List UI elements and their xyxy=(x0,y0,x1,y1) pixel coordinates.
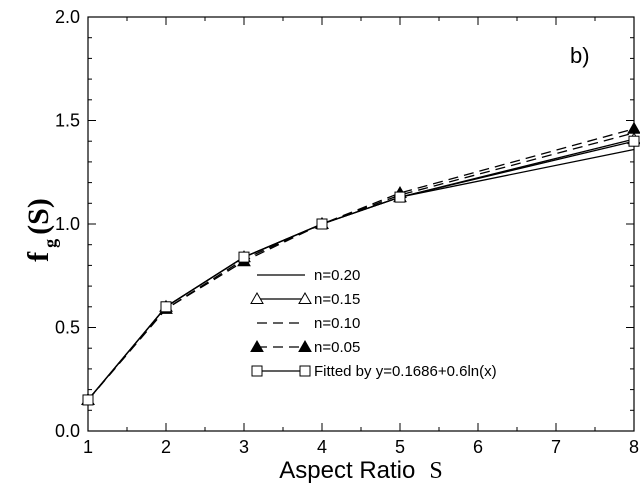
legend-label: n=0.20 xyxy=(314,267,360,284)
panel-label: b) xyxy=(570,43,590,68)
series-line xyxy=(87,128,635,401)
legend-marker xyxy=(251,365,263,377)
legend-marker xyxy=(250,291,264,304)
series-4 xyxy=(82,135,640,406)
data-point xyxy=(316,218,328,230)
y-tick-label: 1.0 xyxy=(55,214,80,234)
series-2 xyxy=(87,132,635,401)
series-layer xyxy=(81,121,640,406)
legend-label: n=0.05 xyxy=(314,339,360,356)
data-point xyxy=(627,121,640,134)
legend-label: Fitted by y=0.1686+0.6ln(x) xyxy=(314,363,497,380)
x-tick-label: 6 xyxy=(473,437,483,457)
x-tick-label: 1 xyxy=(83,437,93,457)
y-tick-label: 2.0 xyxy=(55,7,80,27)
data-point xyxy=(628,135,640,147)
legend-item: Fitted by y=0.1686+0.6ln(x) xyxy=(251,363,497,380)
y-tick-label: 1.5 xyxy=(55,111,80,131)
y-axis-title-main: f xyxy=(22,251,55,262)
x-tick-label: 4 xyxy=(317,437,327,457)
legend-item: n=0.05 xyxy=(250,339,360,356)
data-point xyxy=(238,251,250,263)
x-tick-label: 8 xyxy=(629,437,639,457)
y-axis-title-arg: (S) xyxy=(22,198,55,235)
series-line xyxy=(87,140,635,401)
x-axis-title-text: Aspect Ratio xyxy=(279,457,415,484)
legend-item: n=0.10 xyxy=(257,315,360,332)
y-axis-title: f g (S) xyxy=(22,198,60,262)
legend-label: n=0.15 xyxy=(314,291,360,308)
axis-tick-labels: 1 2 3 4 5 6 7 8 0.0 0.5 1.0 1.5 2.0 xyxy=(55,7,639,457)
y-tick-label: 0.0 xyxy=(55,421,80,441)
legend-label: n=0.10 xyxy=(314,315,360,332)
x-axis-title: Aspect Ratio S xyxy=(279,457,442,484)
axis-ticks xyxy=(87,16,635,432)
x-tick-label: 5 xyxy=(395,437,405,457)
data-point xyxy=(160,301,172,313)
x-tick-label: 2 xyxy=(161,437,171,457)
legend-item: n=0.15 xyxy=(250,291,360,308)
x-axis-title-symbol: S xyxy=(429,458,442,484)
legend: n=0.20 n=0.15 n=0.10 n=0.05 Fitted by y=0.16… xyxy=(250,267,497,380)
y-axis-title-sub: g xyxy=(40,239,60,248)
legend-marker xyxy=(298,339,312,352)
legend-marker xyxy=(298,291,312,304)
data-point xyxy=(394,191,406,203)
legend-marker xyxy=(299,365,311,377)
x-tick-label: 7 xyxy=(551,437,561,457)
legend-item: n=0.20 xyxy=(257,267,360,284)
x-tick-label: 3 xyxy=(239,437,249,457)
data-point xyxy=(82,394,94,406)
legend-marker xyxy=(250,339,264,352)
series-line xyxy=(87,132,635,401)
series-line xyxy=(87,138,635,401)
y-tick-label: 0.5 xyxy=(55,318,80,338)
